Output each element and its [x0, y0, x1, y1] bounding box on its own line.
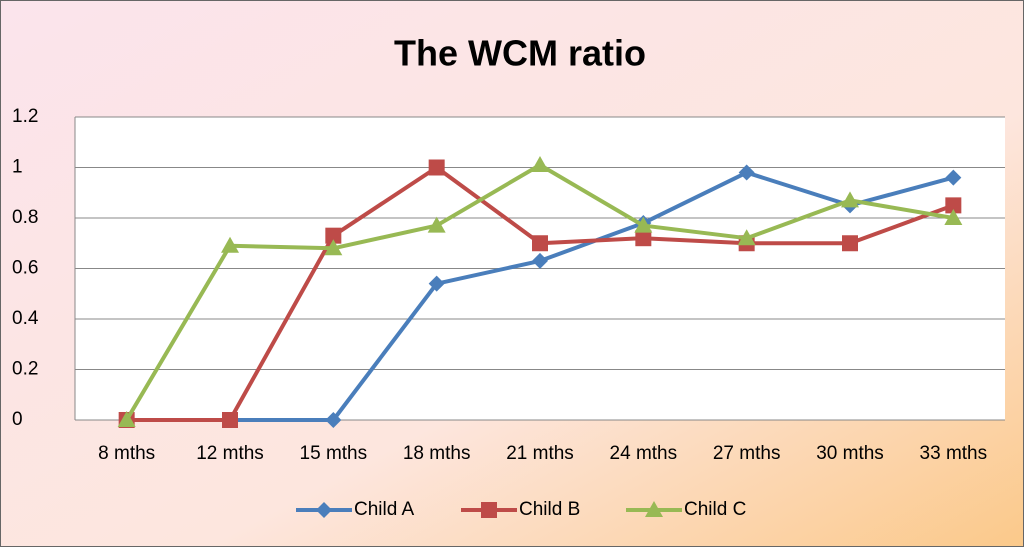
legend-label: Child B	[519, 499, 580, 520]
y-tick-label: 1.2	[12, 106, 38, 127]
legend-label: Child A	[354, 499, 415, 520]
data-point	[117, 411, 136, 427]
legend-marker	[645, 501, 663, 517]
x-tick-label: 33 mths	[920, 443, 988, 464]
data-point	[635, 230, 652, 247]
data-point	[325, 227, 342, 244]
y-tick-label: 0.8	[12, 207, 38, 228]
y-tick-label: 1	[12, 157, 23, 178]
data-point	[945, 169, 962, 186]
data-point	[945, 197, 962, 214]
data-point	[737, 229, 756, 246]
x-tick-label: 15 mths	[300, 443, 368, 464]
data-point	[324, 239, 343, 256]
legend-label: Child C	[684, 499, 746, 520]
legend-marker	[481, 502, 497, 518]
data-point	[428, 275, 445, 292]
y-tick-label: 0.4	[12, 308, 39, 329]
chart-title: The WCM ratio	[394, 33, 646, 74]
data-point	[531, 155, 549, 172]
data-point	[221, 236, 239, 253]
x-tick-label: 8 mths	[98, 443, 155, 464]
data-point	[222, 412, 238, 428]
y-tick-label: 0.6	[12, 258, 38, 279]
x-tick-label: 24 mths	[610, 443, 678, 464]
legend-marker	[316, 502, 332, 518]
x-tick-label: 27 mths	[713, 443, 781, 464]
x-tick-label: 30 mths	[816, 443, 884, 464]
x-tick-label: 21 mths	[506, 443, 574, 464]
data-point	[842, 235, 858, 252]
data-point	[532, 235, 548, 252]
data-point	[428, 159, 445, 176]
x-tick-label: 18 mths	[403, 443, 471, 464]
y-tick-label: 0.2	[12, 359, 38, 380]
data-point	[944, 209, 963, 225]
data-point	[634, 216, 653, 233]
x-tick-label: 12 mths	[196, 443, 264, 464]
data-point	[325, 412, 342, 428]
data-point	[738, 164, 755, 181]
data-point	[841, 191, 859, 208]
data-point	[532, 252, 548, 269]
data-point	[427, 216, 446, 233]
y-tick-label: 0	[12, 409, 23, 430]
